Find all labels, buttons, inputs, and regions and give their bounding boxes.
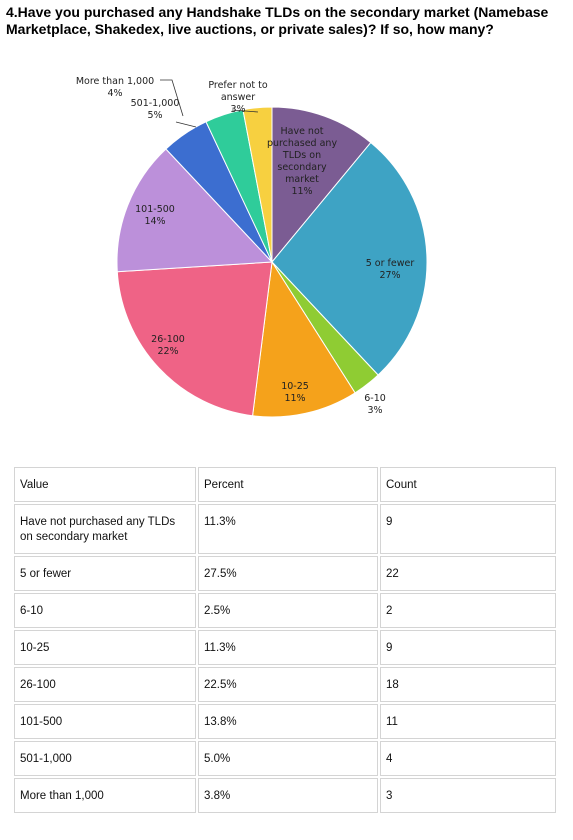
table-cell: Percent	[198, 467, 378, 502]
table-cell: 501-1,000	[14, 741, 196, 776]
table-cell: 18	[380, 667, 556, 702]
leader-line	[175, 121, 197, 128]
slice-value-label: 3%	[367, 405, 383, 416]
table-cell: Count	[380, 467, 556, 502]
table-cell: 3.8%	[198, 778, 378, 813]
table-row: 10-25 11.3% 9	[14, 630, 556, 665]
data-table: Value Percent Count Have not purchased any …	[12, 465, 558, 815]
table-cell: 4	[380, 741, 556, 776]
table-row: 26-100 22.5% 18	[14, 667, 556, 702]
table-cell: 9	[380, 630, 556, 665]
leader-line	[231, 109, 259, 113]
table-cell: 5.0%	[198, 741, 378, 776]
table-cell: 2.5%	[198, 593, 378, 628]
table-cell: 13.8%	[198, 704, 378, 739]
table-cell: 11	[380, 704, 556, 739]
pie-slice	[252, 260, 356, 418]
table-row: 101-500 13.8% 11	[14, 704, 556, 739]
table-cell: Have not purchased any TLDs on secondary…	[14, 504, 196, 554]
leader-line	[160, 79, 184, 117]
slice-category: Prefer not to answer	[208, 80, 268, 103]
slice-value-label: 11%	[284, 393, 306, 404]
pie-slice	[116, 148, 274, 273]
slice-label: Prefer not to answer 3%	[198, 80, 278, 116]
table-row: 5 or fewer 27.5% 22	[14, 556, 556, 591]
slice-value-label: 22%	[157, 346, 179, 357]
slice-category: Have not purchased any TLDs on secondary…	[266, 126, 338, 185]
slice-label: 5 or fewer 27%	[355, 258, 425, 282]
slice-value-label: 4%	[107, 88, 123, 99]
table-cell: Value	[14, 467, 196, 502]
table-row: 501-1,000 5.0% 4	[14, 741, 556, 776]
slice-value-label: 14%	[144, 216, 166, 227]
table-row: More than 1,000 3.8% 3	[14, 778, 556, 813]
slice-category: 501-1,000	[130, 98, 180, 109]
slice-category: More than 1,000	[75, 76, 155, 87]
chart-title: 4.Have you purchased any Handshake TLDs …	[6, 4, 549, 37]
table-cell: 9	[380, 504, 556, 554]
slice-category: 26-100	[151, 334, 185, 345]
table-cell: 22.5%	[198, 667, 378, 702]
pie-slice	[271, 141, 428, 376]
slice-label: Have not purchased any TLDs on secondary…	[266, 126, 338, 198]
table-cell: 5 or fewer	[14, 556, 196, 591]
pie-slice	[271, 106, 372, 264]
slice-category: 5 or fewer	[365, 258, 415, 269]
slice-value-label: 11%	[291, 186, 313, 197]
table-cell: 11.3%	[198, 630, 378, 665]
pie-slice	[116, 261, 273, 417]
table-cell: 2	[380, 593, 556, 628]
slice-category: 6-10	[364, 393, 386, 404]
slice-label: 6-10 3%	[355, 393, 395, 417]
pie-chart	[116, 79, 428, 418]
slice-label: 101-500 14%	[130, 204, 180, 228]
slice-category: 10-25	[281, 381, 309, 392]
table-row: Have not purchased any TLDs on secondary…	[14, 504, 556, 554]
slice-value-label: 27%	[379, 270, 401, 281]
pie-slice	[242, 106, 273, 263]
table-cell: 10-25	[14, 630, 196, 665]
table-cell: 22	[380, 556, 556, 591]
table-cell: More than 1,000	[14, 778, 196, 813]
table-cell: 27.5%	[198, 556, 378, 591]
slice-value-label: 3%	[230, 104, 246, 115]
table-cell: 26-100	[14, 667, 196, 702]
slice-label: 501-1,000 5%	[125, 98, 185, 122]
table-cell: 101-500	[14, 704, 196, 739]
table-cell: 3	[380, 778, 556, 813]
table-header: Value Percent Count	[14, 467, 556, 502]
table-row: 6-10 2.5% 2	[14, 593, 556, 628]
slice-label: 10-25 11%	[270, 381, 320, 405]
slice-value-label: 5%	[147, 110, 163, 121]
slice-label: 26-100 22%	[143, 334, 193, 358]
table-cell: 11.3%	[198, 504, 378, 554]
slice-label: More than 1,000 4%	[65, 76, 165, 100]
table-cell: 6-10	[14, 593, 196, 628]
slice-category: 101-500	[135, 204, 175, 215]
